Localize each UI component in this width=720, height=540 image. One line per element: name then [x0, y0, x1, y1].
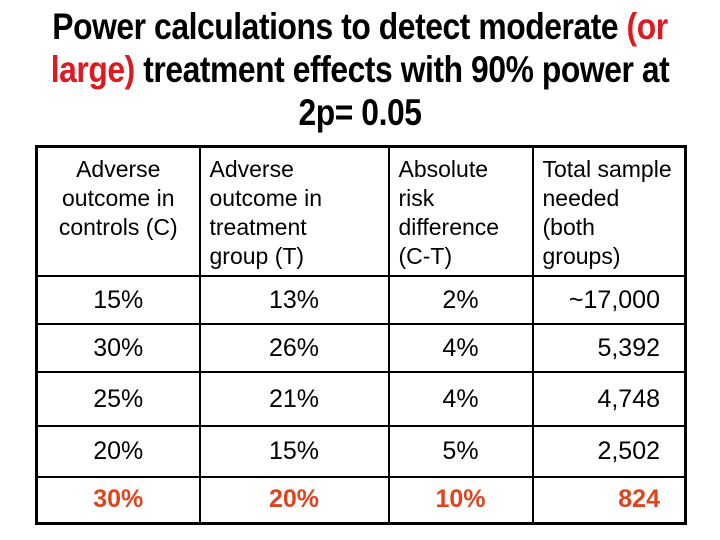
- power-calculations-table: Adverse outcome in controls (C) Adverse …: [35, 145, 687, 525]
- table-cell: ~17,000: [531, 275, 687, 325]
- table-cell: 25%: [35, 371, 201, 427]
- title-text-red: large): [50, 49, 136, 90]
- col-header-adverse-controls: Adverse outcome in controls (C): [35, 145, 201, 277]
- table-cell: 4,748: [531, 371, 687, 427]
- table-cell: 20%: [198, 476, 390, 524]
- title-text-black: Power calculations to detect moderate: [52, 6, 627, 47]
- table-cell: 20%: [35, 425, 201, 478]
- table-cell: 26%: [198, 323, 390, 373]
- title-text-red: (or: [626, 6, 669, 47]
- table-cell: 30%: [35, 476, 201, 524]
- header-row: Adverse outcome in controls (C) Adverse …: [35, 145, 687, 277]
- table-row: 15% 13% 2% ~17,000: [35, 275, 687, 325]
- table-cell: 30%: [35, 323, 201, 373]
- table-cell: 15%: [35, 275, 201, 325]
- col-header-total-sample: Total sample needed (both groups): [531, 145, 687, 277]
- table-cell: 13%: [198, 275, 390, 325]
- title-line-2: large) treatment effects with 90% power …: [50, 48, 670, 91]
- col-header-adverse-treatment: Adverse outcome in treatment group (T): [198, 145, 390, 277]
- table-cell: 15%: [198, 425, 390, 478]
- slide-title: Power calculations to detect moderate (o…: [50, 5, 670, 134]
- table-cell: 5,392: [531, 323, 687, 373]
- table-cell: 824: [531, 476, 687, 524]
- table-cell: 4%: [387, 371, 534, 427]
- title-line-3: 2p= 0.05: [50, 91, 669, 134]
- title-text-black: 2p= 0.05: [298, 92, 422, 133]
- table-cell: 2,502: [531, 425, 687, 478]
- table-cell: 10%: [387, 476, 534, 524]
- table-row: 20% 15% 5% 2,502: [35, 425, 687, 478]
- table-row: 30% 26% 4% 5,392: [35, 323, 687, 373]
- col-header-risk-difference: Absolute risk difference (C-T): [387, 145, 534, 277]
- table-cell: 5%: [387, 425, 534, 478]
- table-cell: 21%: [198, 371, 390, 427]
- title-line-1: Power calculations to detect moderate (o…: [50, 5, 669, 48]
- table-cell: 2%: [387, 275, 534, 325]
- table-row-highlight: 30% 20% 10% 824: [35, 476, 687, 524]
- table-cell: 4%: [387, 323, 534, 373]
- title-text-black: treatment effects with 90% power at: [134, 49, 670, 90]
- table-row: 25% 21% 4% 4,748: [35, 371, 687, 427]
